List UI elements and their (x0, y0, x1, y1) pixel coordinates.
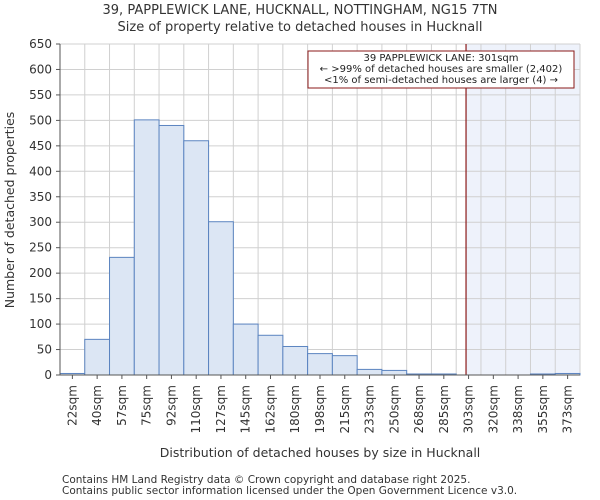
annotation-title: 39 PAPPLEWICK LANE: 301sqm (363, 53, 518, 64)
x-axis-title: Distribution of detached houses by size … (160, 445, 481, 460)
bar-162sqm (257, 334, 284, 376)
bar-198sqm (307, 353, 333, 376)
highlight-region (466, 44, 580, 375)
y-tick-label: 350 (29, 190, 52, 204)
bar-75sqm (133, 119, 160, 376)
annotation-larger: <1% of semi-detached houses are larger (… (324, 75, 558, 86)
footer-copyright: Contains HM Land Registry data © Crown c… (62, 474, 471, 486)
x-tick-label: 127sqm (214, 385, 228, 433)
bar-180sqm (282, 345, 309, 376)
chart-title: 39, PAPPLEWICK LANE, HUCKNALL, NOTTINGHA… (102, 3, 498, 18)
bar-215sqm (331, 355, 358, 376)
y-tick-label: 600 (29, 62, 52, 76)
x-tick-label: 338sqm (511, 385, 525, 433)
x-tick-label: 110sqm (189, 385, 203, 433)
x-tick-label: 92sqm (164, 385, 178, 426)
y-tick-label: 100 (29, 317, 52, 331)
x-tick-label: 373sqm (561, 385, 575, 433)
y-tick-label: 650 (29, 37, 52, 51)
bar-250sqm (381, 369, 408, 376)
x-tick-label: 303sqm (462, 385, 476, 433)
x-tick-label: 198sqm (313, 385, 327, 433)
x-tick-label: 40sqm (90, 385, 104, 426)
x-tick-label: 145sqm (239, 385, 253, 433)
x-tick-label: 75sqm (140, 385, 154, 426)
y-tick-label: 550 (29, 88, 52, 102)
bar-40sqm (84, 338, 111, 376)
x-tick-label: 215sqm (338, 385, 352, 433)
bar-92sqm (158, 124, 185, 376)
x-tick-label: 320sqm (486, 385, 500, 433)
bar-233sqm (356, 368, 383, 376)
y-tick-label: 300 (29, 215, 52, 229)
x-tick-label: 355sqm (536, 385, 550, 433)
y-tick-label: 0 (44, 368, 52, 382)
bar-110sqm (183, 140, 210, 376)
footer-licence: Contains public sector information licen… (62, 485, 518, 497)
x-tick-label: 233sqm (363, 385, 377, 433)
chart-subtitle: Size of property relative to detached ho… (117, 20, 483, 35)
x-tick-label: 180sqm (288, 385, 302, 433)
bar-127sqm (208, 221, 234, 376)
bar-57sqm (109, 256, 135, 376)
y-axis-title: Number of detached properties (2, 112, 17, 309)
y-tick-label: 200 (29, 266, 52, 280)
y-tick-label: 500 (29, 113, 52, 127)
x-tick-label: 57sqm (115, 385, 129, 426)
x-tick-label: 285sqm (437, 385, 451, 433)
y-tick-label: 50 (37, 343, 52, 357)
y-tick-label: 150 (29, 292, 52, 306)
y-tick-label: 450 (29, 139, 52, 153)
x-tick-label: 268sqm (412, 385, 426, 433)
annotation-smaller: ← >99% of detached houses are smaller (2… (320, 64, 563, 75)
x-tick-label: 250sqm (387, 385, 401, 433)
x-tick-label: 162sqm (263, 385, 277, 433)
y-tick-label: 400 (29, 164, 52, 178)
bar-145sqm (232, 323, 259, 376)
annotation-box (307, 50, 575, 89)
x-tick-label: 22sqm (65, 385, 79, 426)
y-tick-label: 250 (29, 241, 52, 255)
